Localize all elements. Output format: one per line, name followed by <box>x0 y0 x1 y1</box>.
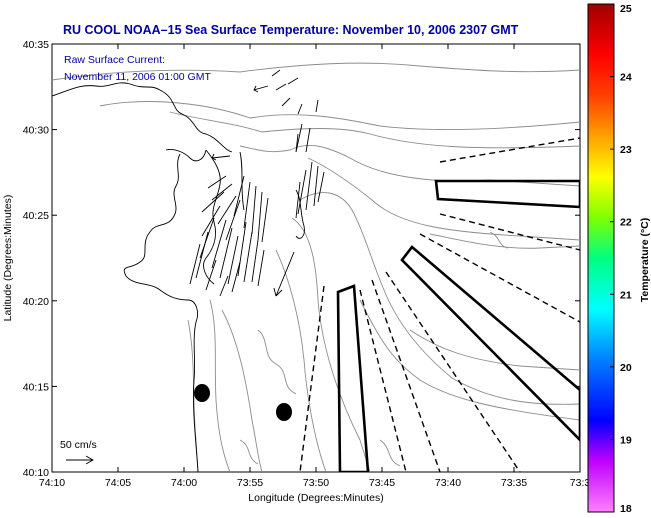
x-tick-label: 73:35 <box>501 477 527 489</box>
station-marker-2 <box>276 403 292 421</box>
x-tick-label: 73:50 <box>303 477 329 489</box>
colorbar-tick-label: 23 <box>620 144 632 156</box>
coastline <box>52 82 305 472</box>
station-marker-1 <box>194 384 210 402</box>
x-tick-label: 74:05 <box>105 477 131 489</box>
bathymetry-contours <box>52 62 580 472</box>
y-tick-label: 40:20 <box>23 296 49 308</box>
map-layers <box>52 62 580 472</box>
y-tick-label: 40:15 <box>23 381 49 393</box>
x-tick-label: 73:3 <box>570 477 591 489</box>
y-axis-ticks: 40:35 40:30 40:25 40:20 40:15 40:10 <box>23 39 580 479</box>
colorbar-tick-label: 24 <box>620 72 632 84</box>
colorbar-tick-label: 25 <box>620 3 632 15</box>
x-axis-ticks: 74:10 74:05 74:00 73:55 73:50 73:45 73:40 73:35… <box>39 44 591 489</box>
colorbar-tick-label: 19 <box>620 434 632 446</box>
current-vectors <box>189 69 325 297</box>
x-tick-label: 73:40 <box>435 477 461 489</box>
y-tick-label: 40:30 <box>23 125 49 137</box>
survey-polygons <box>336 179 580 472</box>
sector-lines <box>299 137 580 472</box>
scale-arrow-icon <box>66 455 94 465</box>
y-tick-label: 40:10 <box>23 467 49 479</box>
colorbar-tick-label: 21 <box>620 289 632 301</box>
x-tick-label: 74:00 <box>171 477 197 489</box>
scale-label: 50 cm/s <box>60 439 97 451</box>
colorbar-tick-label: 18 <box>620 503 632 515</box>
colorbar-tick-label: 22 <box>620 217 632 229</box>
annotation-line-1: Raw Surface Current: <box>64 54 165 66</box>
x-tick-label: 74:10 <box>39 477 65 489</box>
map-title: RU COOL NOAA–15 Sea Surface Temperature:… <box>63 23 519 37</box>
y-tick-label: 40:25 <box>23 210 49 222</box>
colorbar <box>587 3 615 513</box>
x-axis-label: Longitude (Degrees:Minutes) <box>248 492 383 504</box>
x-tick-label: 73:55 <box>237 477 263 489</box>
annotation-line-2: November 11, 2006 01:00 GMT <box>64 71 211 83</box>
x-tick-label: 73:45 <box>369 477 395 489</box>
colorbar-tick-label: 20 <box>620 362 632 374</box>
y-tick-label: 40:35 <box>23 39 49 51</box>
colorbar-label: Temperature (°C) <box>639 218 651 303</box>
y-axis-label: Latitude (Degrees:Minutes) <box>2 195 14 322</box>
colorbar-ticks: 25 24 23 22 21 20 19 18 <box>610 3 632 515</box>
